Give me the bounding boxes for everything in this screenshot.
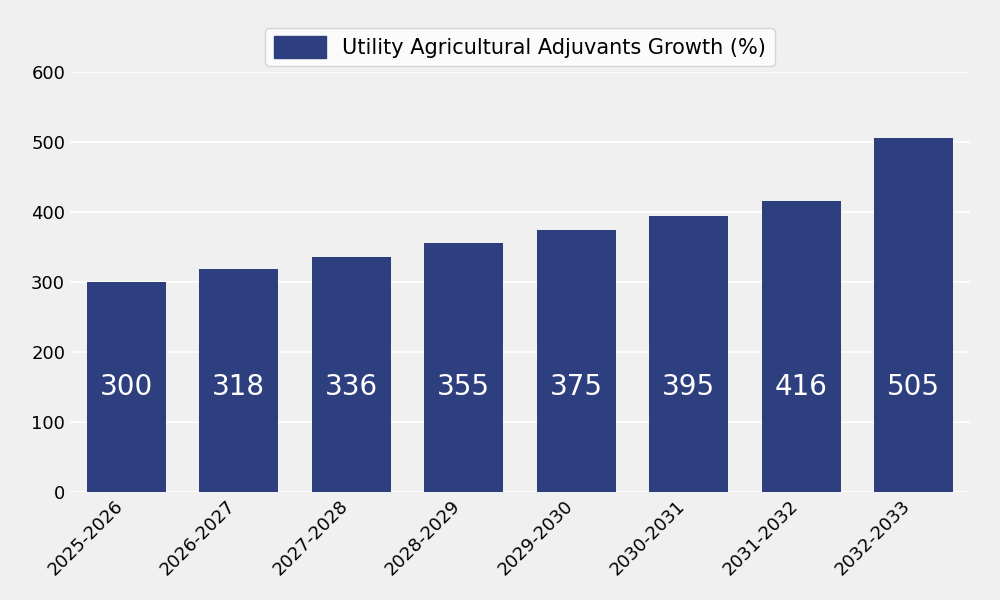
Text: 416: 416 (775, 373, 828, 401)
Bar (874, 139, 953, 492)
Bar (424, 244, 503, 492)
Text: 300: 300 (100, 373, 153, 401)
Text: 505: 505 (887, 373, 940, 401)
Bar (649, 215, 728, 492)
Text: 355: 355 (437, 373, 490, 401)
Text: 336: 336 (325, 373, 378, 401)
Text: 395: 395 (662, 373, 715, 401)
Text: 375: 375 (550, 373, 603, 401)
Text: 318: 318 (212, 373, 265, 401)
Bar (87, 282, 166, 492)
Bar (537, 229, 616, 492)
Bar (312, 257, 391, 492)
Legend: Utility Agricultural Adjuvants Growth (%): Utility Agricultural Adjuvants Growth (%… (265, 28, 775, 66)
Bar (762, 201, 841, 492)
Bar (199, 269, 278, 492)
